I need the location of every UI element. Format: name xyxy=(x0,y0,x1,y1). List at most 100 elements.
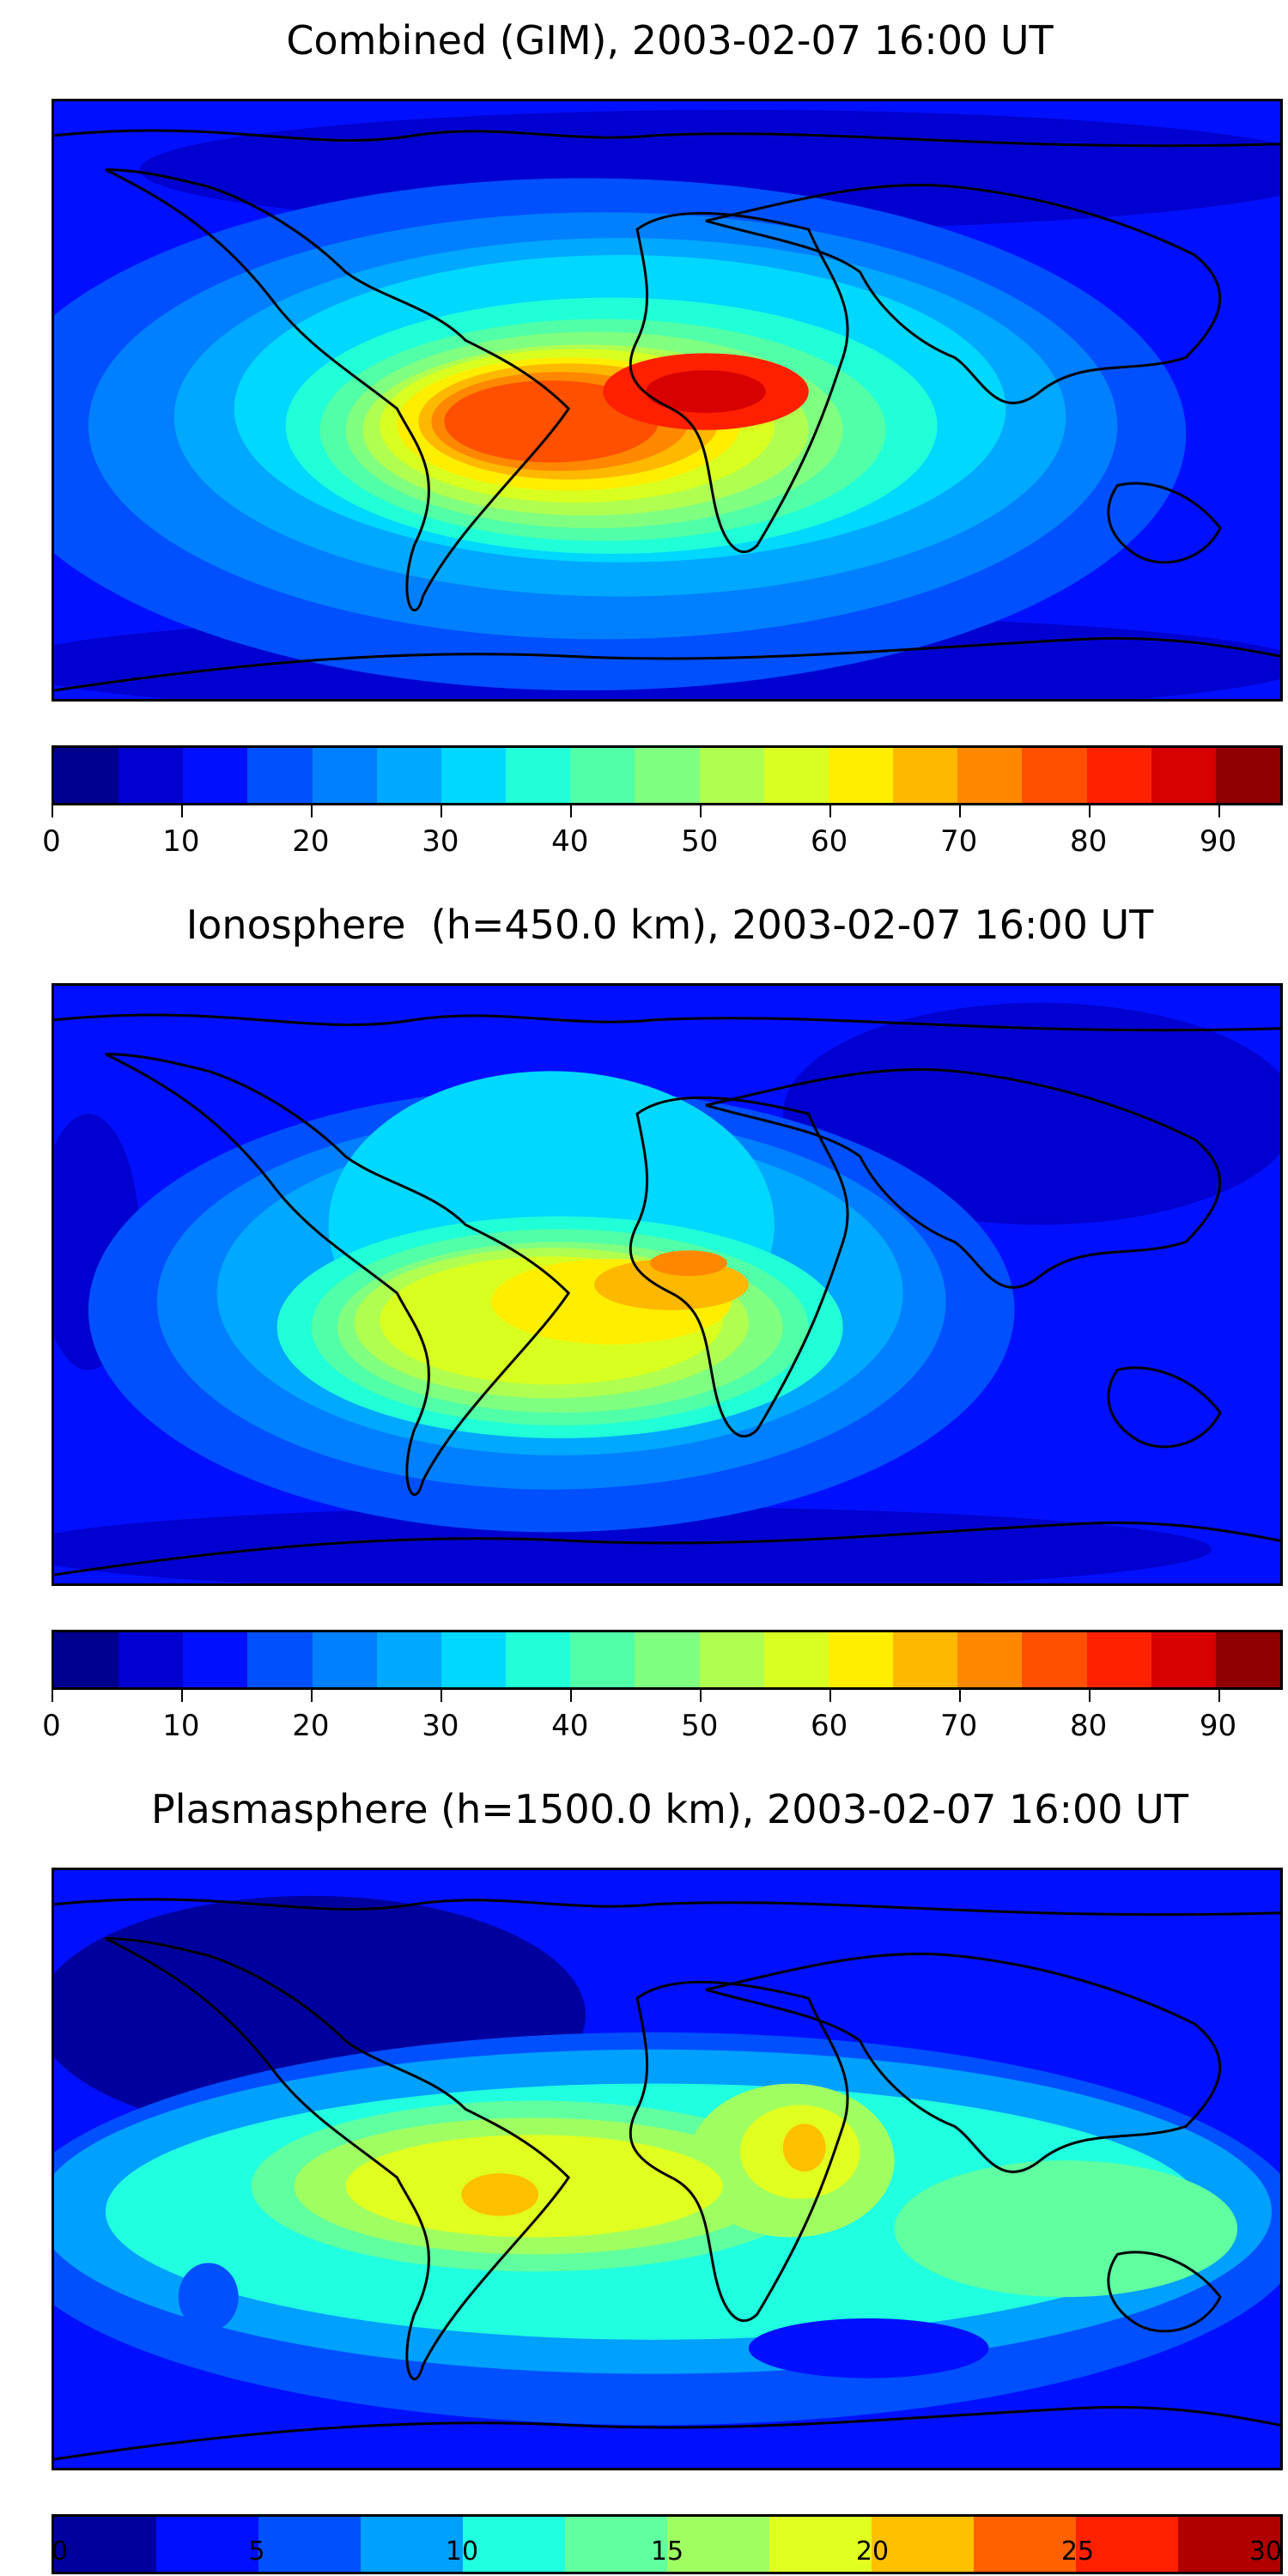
colorbar-segment xyxy=(1215,748,1280,803)
colorbar-tick-mark xyxy=(1088,805,1091,817)
colorbar-tick-label: 25 xyxy=(1060,2537,1095,2567)
colorbar-tick-mark xyxy=(569,805,572,817)
colorbar-segment xyxy=(54,1632,119,1687)
colorbar-tick-label: 10 xyxy=(162,824,200,859)
colorbar-tick-label: 90 xyxy=(1199,824,1237,859)
colorbar-tick-label: 20 xyxy=(855,2537,890,2567)
colorbar-segment xyxy=(312,1632,377,1687)
colorbar-tick-label: 0 xyxy=(52,2537,69,2567)
colorbar-segment xyxy=(118,1632,184,1687)
colorbar-segment xyxy=(1178,2517,1280,2572)
colorbar-tick-label: 15 xyxy=(650,2537,684,2567)
colorbar-tick-label: 30 xyxy=(422,824,459,859)
colorbar-segment xyxy=(440,748,507,803)
colorbar-segment xyxy=(974,2517,1076,2572)
colorbar-segment xyxy=(763,1632,829,1687)
colorbar-tick-label: 20 xyxy=(292,824,330,859)
colorbar-segment xyxy=(893,748,958,803)
colorbar-tick-label: 50 xyxy=(681,1709,719,1743)
colorbar-segment xyxy=(957,1632,1023,1687)
colorbar-segment xyxy=(118,748,184,803)
colorbar-segment xyxy=(247,1632,313,1687)
panel-3-map xyxy=(52,1868,1283,2470)
colorbar-tick-mark xyxy=(52,1690,53,1702)
colorbar-segment xyxy=(156,2517,258,2572)
colorbar-segment xyxy=(54,748,119,803)
colorbar-segment xyxy=(957,748,1023,803)
colorbar-segment xyxy=(1086,1632,1151,1687)
colorbar-tick-mark xyxy=(310,1690,313,1702)
colorbar-segment xyxy=(361,2517,463,2572)
colorbar-segment xyxy=(376,748,441,803)
colorbar-segment xyxy=(1022,1632,1087,1687)
colorbar-tick-mark xyxy=(829,805,831,817)
colorbar-segment xyxy=(1022,748,1087,803)
colorbar-tick-label: 10 xyxy=(162,1709,200,1743)
colorbar-segment xyxy=(635,1632,700,1687)
panel-2-title: Ionosphere (h=450.0 km), 2003-02-07 16:0… xyxy=(185,902,1154,948)
colorbar-segment xyxy=(667,2517,769,2572)
colorbar-tick-mark xyxy=(440,1690,442,1702)
colorbar-segment xyxy=(769,2517,872,2572)
colorbar-segment xyxy=(258,2517,361,2572)
colorbar-segment xyxy=(893,1632,958,1687)
colorbar-segment xyxy=(312,748,377,803)
colorbar-segment xyxy=(440,1632,507,1687)
panel-3-title: Plasmasphere (h=1500.0 km), 2003-02-07 1… xyxy=(151,1786,1188,1832)
colorbar-tick-label: 30 xyxy=(422,1709,459,1743)
colorbar-tick-mark xyxy=(699,805,702,817)
colorbar-tick-label: 80 xyxy=(1069,1709,1108,1743)
colorbar-tick-label: 40 xyxy=(551,824,589,859)
colorbar-tick-label: 60 xyxy=(811,824,848,859)
colorbar-tick-label: 30 xyxy=(1249,2537,1282,2567)
colorbar-segment xyxy=(506,748,571,803)
colorbar-segment xyxy=(828,1632,894,1687)
colorbar-tick-label: 60 xyxy=(811,1709,848,1743)
colorbar-segment xyxy=(183,1632,248,1687)
colorbar-tick-mark xyxy=(310,805,313,817)
colorbar-tick-label: 0 xyxy=(42,1709,61,1743)
colorbar-tick-mark xyxy=(440,805,442,817)
colorbar-segment xyxy=(565,2517,667,2572)
colorbar-tick-mark xyxy=(829,1690,831,1702)
colorbar-tick-mark xyxy=(1088,1690,1091,1702)
colorbar-tick-mark xyxy=(180,1690,183,1702)
colorbar-segment xyxy=(506,1632,571,1687)
colorbar-segment xyxy=(570,1632,635,1687)
colorbar-segment xyxy=(570,748,635,803)
panel-2-map xyxy=(52,983,1283,1586)
colorbar-tick-label: 90 xyxy=(1199,1709,1237,1743)
colorbar-segment xyxy=(828,748,894,803)
colorbar-tick-label: 70 xyxy=(939,1709,978,1743)
colorbar-segment xyxy=(54,2517,156,2572)
colorbar-segment xyxy=(763,748,829,803)
colorbar-tick-label: 70 xyxy=(939,824,978,859)
colorbar-tick-mark xyxy=(699,1690,702,1702)
panel-1-title: Combined (GIM), 2003-02-07 16:00 UT xyxy=(286,17,1054,64)
colorbar-tick-mark xyxy=(569,1690,572,1702)
colorbar-segment xyxy=(376,1632,441,1687)
colorbar-segment xyxy=(463,2517,565,2572)
colorbar-tick-label: 40 xyxy=(551,1709,589,1743)
colorbar-tick-label: 10 xyxy=(445,2537,479,2567)
colorbar-segment xyxy=(699,748,764,803)
colorbar-tick-mark xyxy=(1218,805,1220,817)
panel-2-colorbar xyxy=(52,1630,1283,1690)
colorbar-tick-mark xyxy=(958,805,961,817)
colorbar-segment xyxy=(1076,2517,1178,2572)
colorbar-tick-label: 5 xyxy=(248,2537,265,2567)
colorbar-segment xyxy=(183,748,248,803)
colorbar-tick-label: 20 xyxy=(292,1709,330,1743)
colorbar-tick-mark xyxy=(1218,1690,1220,1702)
colorbar-tick-mark xyxy=(958,1690,961,1702)
colorbar-tick-mark xyxy=(180,805,183,817)
colorbar-tick-label: 50 xyxy=(681,824,719,859)
colorbar-tick-label: 80 xyxy=(1069,824,1108,859)
colorbar-segment xyxy=(1086,748,1151,803)
colorbar-tick-mark xyxy=(52,805,53,817)
colorbar-segment xyxy=(635,748,700,803)
panel-3-colorbar xyxy=(52,2514,1283,2574)
colorbar-segment xyxy=(247,748,313,803)
colorbar-segment xyxy=(1151,748,1216,803)
panel-1-map xyxy=(52,99,1283,702)
